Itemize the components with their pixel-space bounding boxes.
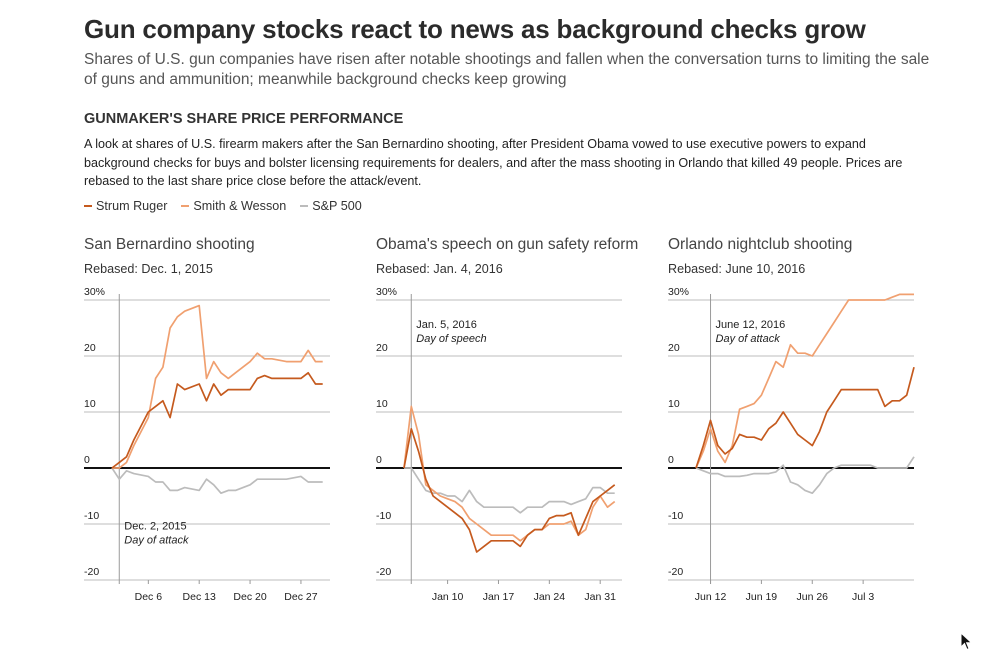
y-tick-label: 10: [668, 398, 680, 410]
chart-title: San Bernardino shooting: [84, 236, 255, 253]
series-line-smith-wesson: [403, 405, 616, 542]
x-tick-label: Dec 13: [183, 591, 216, 603]
series-line-strum-ruger: [695, 366, 915, 469]
legend-swatch: [84, 205, 92, 207]
legend-item-smith-wesson: Smith & Wesson: [181, 199, 286, 213]
legend-item-strum-ruger: Strum Ruger: [84, 199, 167, 213]
y-tick-label: 30%: [84, 286, 105, 298]
chart-subtitle: Rebased: June 10, 2016: [668, 262, 806, 276]
y-tick-label: 30%: [668, 286, 689, 298]
y-tick-label: -20: [668, 566, 683, 578]
event-sublabel: Day of attack: [716, 333, 781, 345]
y-tick-label: 30%: [376, 286, 397, 298]
x-tick-label: Jun 26: [797, 591, 829, 603]
chart-svg: 30% 20 10 0 -10 -20 Jan. 5, 2016 Day of speech J…: [376, 286, 622, 603]
page-subtitle: Shares of U.S. gun companies have risen …: [84, 51, 930, 88]
x-tick-label: Dec 27: [284, 591, 317, 603]
legend-swatch: [181, 205, 190, 207]
x-tick-label: Dec 20: [233, 591, 266, 603]
event-sublabel: Day of speech: [416, 333, 486, 345]
y-tick-label: 0: [668, 454, 674, 466]
chart-panel-obama-speech: Obama's speech on gun safety reform Reba…: [376, 236, 648, 628]
chart-title: Orlando nightclub shooting: [668, 236, 853, 253]
series-line-strum-ruger: [111, 371, 323, 469]
legend-label: S&P 500: [312, 199, 362, 213]
series-line-strum-ruger: [403, 427, 616, 553]
y-tick-label: -10: [376, 510, 391, 522]
chart-svg: 30% 20 10 0 -10 -20 Dec. 2, 2015 Day of attack D…: [84, 286, 330, 603]
x-tick-label: Jan 10: [432, 591, 464, 603]
section-description: A look at shares of U.S. firearm makers …: [84, 137, 903, 188]
event-label: June 12, 2016: [716, 319, 786, 331]
legend-item-sp500: S&P 500: [300, 199, 362, 213]
series-line-s-p-500: [695, 456, 915, 495]
y-tick-label: 20: [84, 342, 96, 354]
chart-title: Obama's speech on gun safety reform: [376, 236, 639, 253]
legend-swatch: [300, 205, 309, 207]
y-tick-label: 0: [84, 454, 90, 466]
chart-panel-san-bernardino: San Bernardino shooting Rebased: Dec. 1,…: [84, 236, 356, 628]
chart-subtitle: Rebased: Jan. 4, 2016: [376, 262, 503, 276]
x-tick-label: Jan 17: [483, 591, 515, 603]
x-tick-label: Dec 6: [135, 591, 163, 603]
y-tick-label: -10: [668, 510, 683, 522]
mouse-cursor-icon: [960, 632, 973, 651]
series-line-smith-wesson: [112, 304, 323, 469]
chart-subtitle: Rebased: Dec. 1, 2015: [84, 262, 213, 276]
y-tick-label: 10: [84, 398, 96, 410]
x-tick-label: Jan 24: [534, 591, 566, 603]
x-tick-label: Jul 3: [852, 591, 874, 603]
y-tick-label: -10: [84, 510, 99, 522]
x-tick-label: Jun 19: [746, 591, 778, 603]
section-title: GUNMAKER'S SHARE PRICE PERFORMANCE: [84, 111, 404, 127]
y-tick-label: 0: [376, 454, 382, 466]
x-tick-label: Jan 31: [584, 591, 616, 603]
y-tick-label: 20: [376, 342, 388, 354]
y-tick-label: 20: [668, 342, 680, 354]
x-tick-label: Jun 12: [695, 591, 727, 603]
event-label: Jan. 5, 2016: [416, 319, 477, 331]
event-sublabel: Day of attack: [124, 535, 189, 547]
legend-label: Smith & Wesson: [193, 199, 287, 213]
series-line-smith-wesson: [695, 293, 914, 469]
event-label: Dec. 2, 2015: [124, 521, 186, 533]
series-line-s-p-500: [404, 467, 615, 514]
legend-label: Strum Ruger: [96, 199, 168, 213]
y-tick-label: 10: [376, 398, 388, 410]
y-tick-label: -20: [84, 566, 99, 578]
y-tick-label: -20: [376, 566, 391, 578]
chart-panel-orlando: Orlando nightclub shooting Rebased: June…: [668, 236, 940, 628]
page-title: Gun company stocks react to news as back…: [84, 14, 866, 44]
series-line-s-p-500: [111, 467, 323, 495]
chart-legend: Strum Ruger Smith & Wesson S&P 500: [84, 199, 362, 213]
chart-svg: 30% 20 10 0 -10 -20 June 12, 2016 Day of attack…: [668, 286, 915, 603]
